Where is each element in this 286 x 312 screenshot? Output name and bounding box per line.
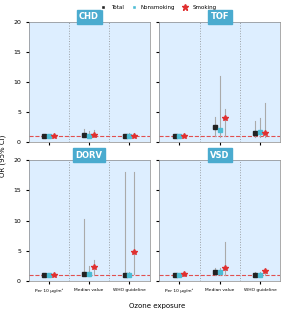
Title: TOF: TOF: [210, 12, 229, 21]
Text: OR (95% CI): OR (95% CI): [0, 135, 6, 177]
Title: CHD: CHD: [79, 12, 99, 21]
Title: VSD: VSD: [210, 151, 230, 159]
Legend: Total, Nonsmoking, Smoking: Total, Nonsmoking, Smoking: [96, 3, 219, 12]
Text: Ozone exposure: Ozone exposure: [129, 303, 185, 309]
Title: DORV: DORV: [76, 151, 103, 159]
